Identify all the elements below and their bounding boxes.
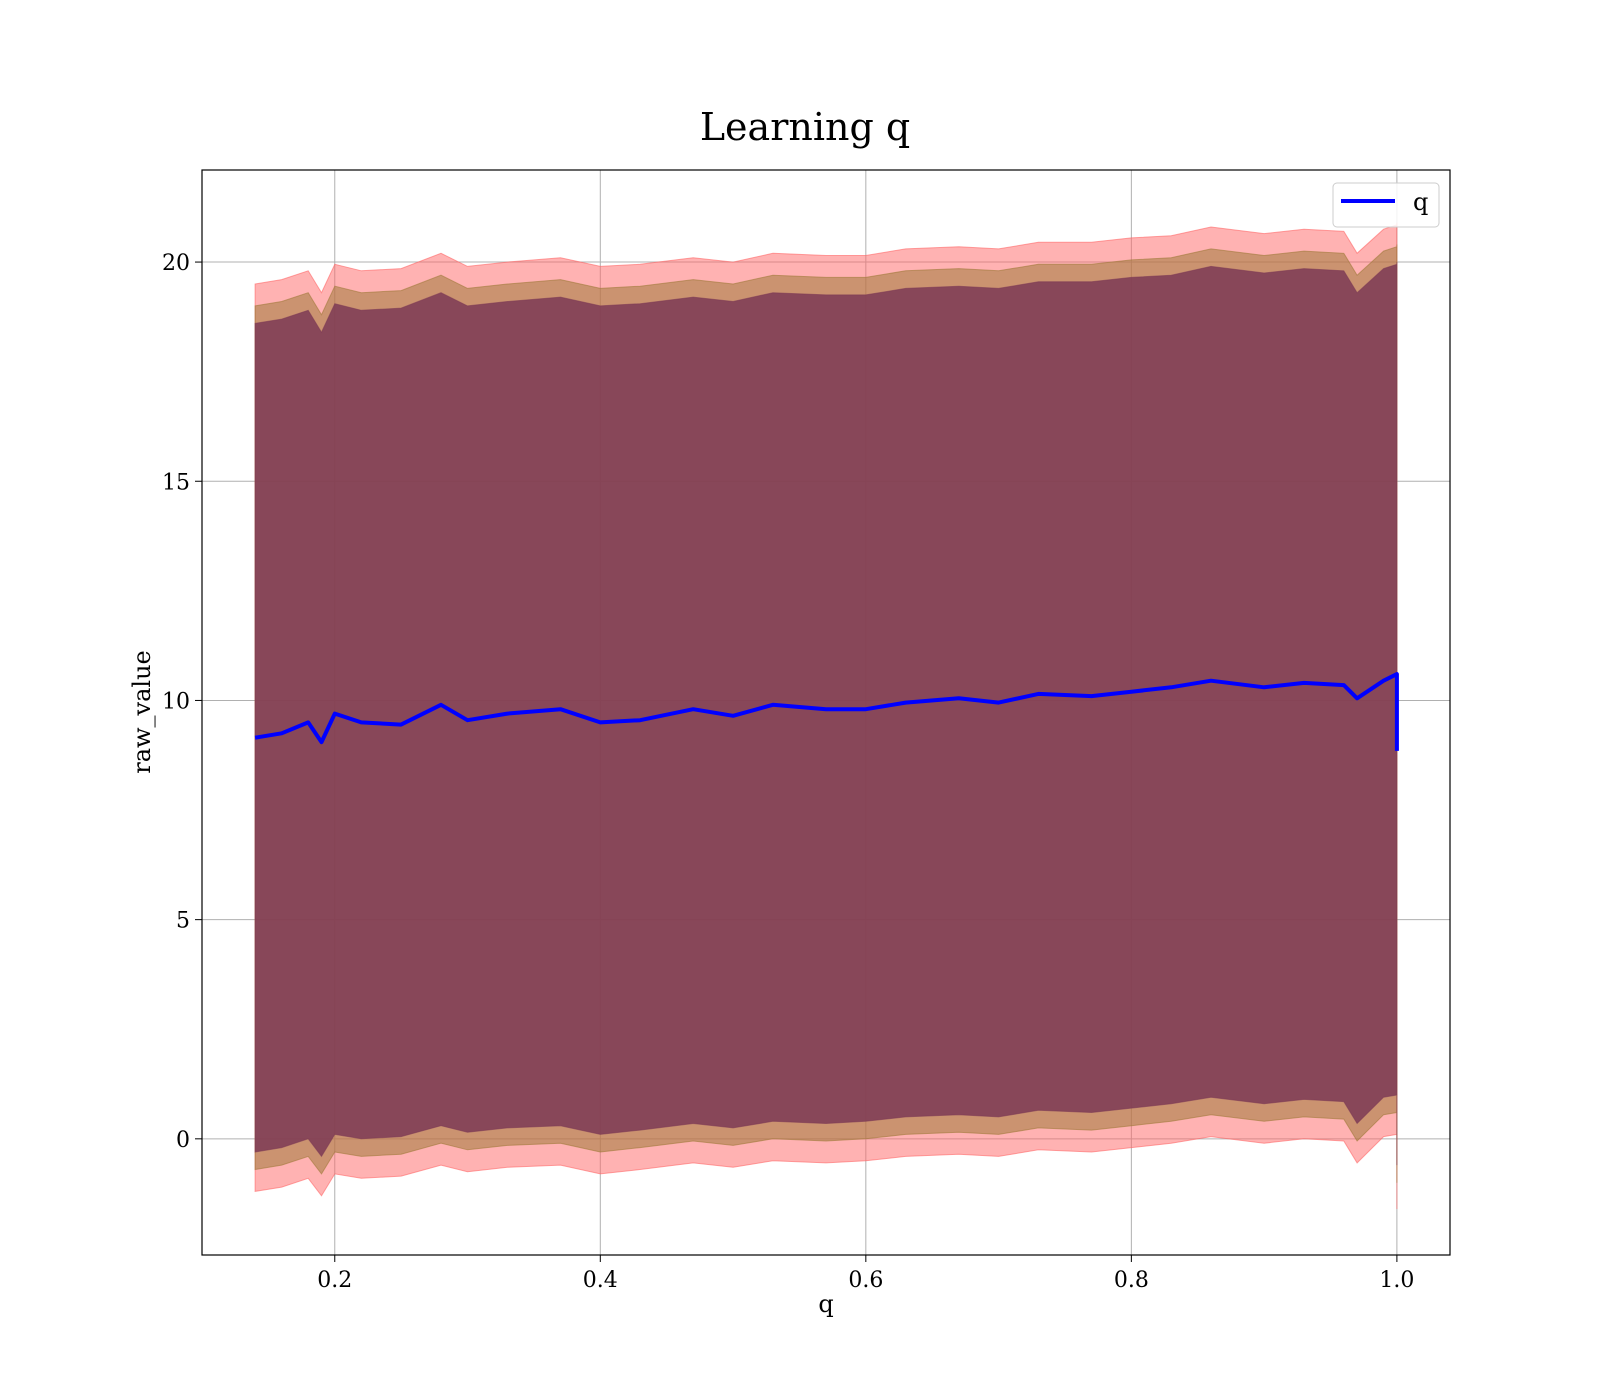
- y-tick-label: 20: [162, 251, 190, 276]
- mean-line-layer: [254, 672, 1399, 751]
- confidence-bands: [254, 222, 1398, 1209]
- legend-label: q: [1413, 188, 1428, 216]
- x-tick-label: 1.0: [1379, 1268, 1414, 1293]
- y-tick-label: 10: [162, 689, 190, 714]
- axis-ticks: 0.2 0.4 0.6 0.8 1.0 0 5 10 15 20: [162, 251, 1414, 1293]
- inner-confidence-band: [254, 262, 1398, 1166]
- chart-title: Learning q: [700, 105, 910, 149]
- y-tick-label: 0: [176, 1128, 190, 1153]
- x-axis-label: q: [818, 1290, 833, 1318]
- y-tick-label: 15: [162, 470, 190, 495]
- x-tick-label: 0.4: [583, 1268, 618, 1293]
- x-tick-label: 0.2: [317, 1268, 352, 1293]
- legend-box: [1332, 182, 1440, 228]
- series-line-q: [254, 672, 1399, 751]
- y-axis-label: raw_value: [128, 650, 156, 774]
- legend: q: [1332, 182, 1440, 228]
- y-tick-label: 5: [176, 909, 190, 934]
- plot-frame: [201, 169, 1451, 1256]
- x-tick-label: 0.6: [848, 1268, 883, 1293]
- x-tick-label: 0.8: [1114, 1268, 1149, 1293]
